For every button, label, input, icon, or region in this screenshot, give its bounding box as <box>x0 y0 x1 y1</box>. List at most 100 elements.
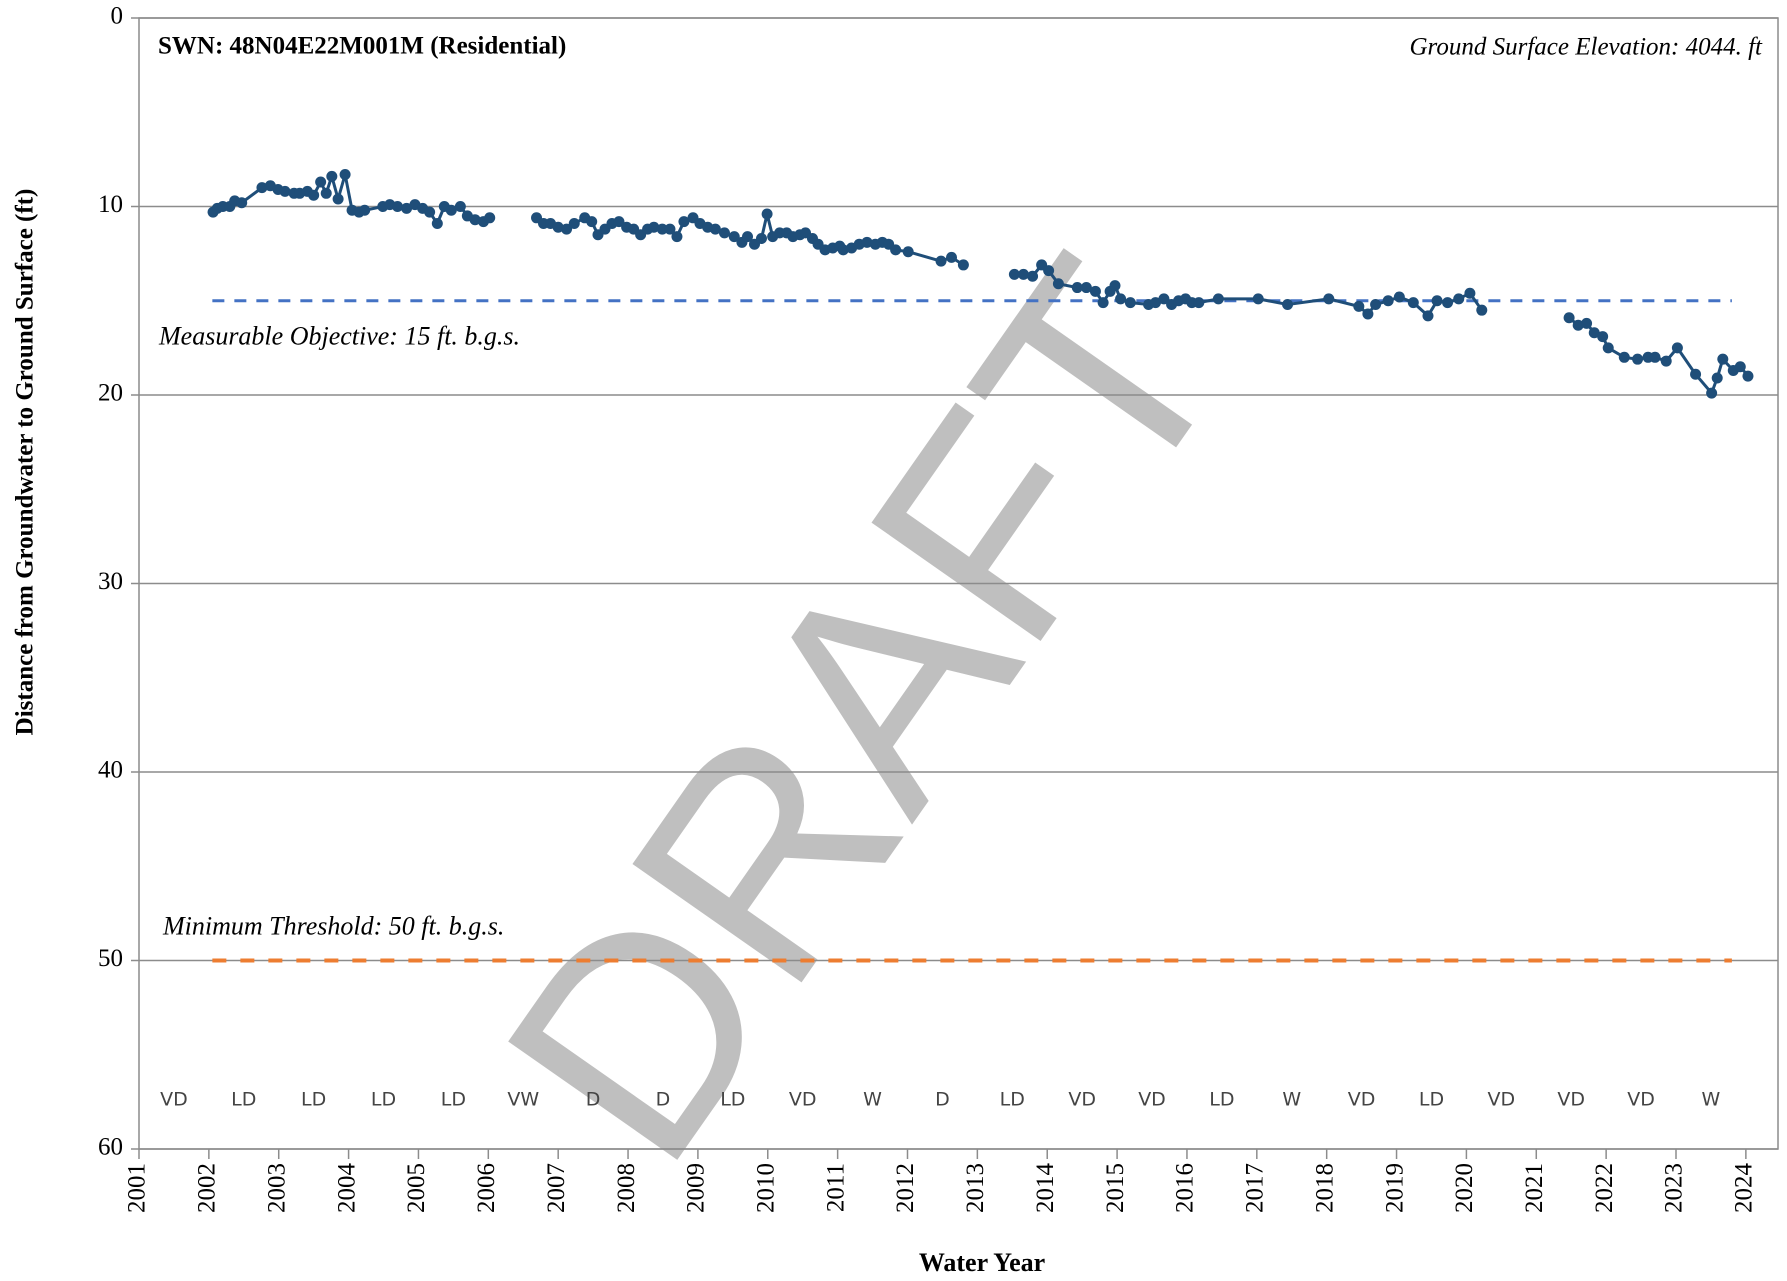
x-tick-label: 2021 <box>1521 1163 1548 1213</box>
data-point <box>664 223 676 235</box>
data-point <box>1671 342 1683 354</box>
data-point <box>1052 278 1064 290</box>
x-tick-label: 2017 <box>1242 1163 1269 1213</box>
data-point <box>1618 351 1630 363</box>
data-point <box>1476 304 1488 316</box>
data-point <box>1407 297 1419 309</box>
data-point <box>1124 297 1136 309</box>
data-point <box>431 217 443 229</box>
data-point <box>613 216 625 228</box>
data-point <box>837 244 849 256</box>
data-point <box>1150 297 1162 309</box>
data-point <box>552 221 564 233</box>
water-year-type: VD <box>1068 1089 1096 1111</box>
x-tick-label: 2003 <box>263 1163 290 1213</box>
y-tick-label: 40 <box>98 757 123 784</box>
y-tick-label: 20 <box>98 380 123 407</box>
data-point <box>256 182 268 194</box>
reference-label: Measurable Objective: 15 ft. b.g.s. <box>158 322 520 351</box>
data-point <box>1442 297 1454 309</box>
reference-label: Minimum Threshold: 50 ft. b.g.s. <box>162 911 504 940</box>
data-point <box>755 233 767 245</box>
watermark: DRAFT <box>440 205 1289 1217</box>
data-point <box>1717 353 1729 365</box>
data-point <box>568 217 580 229</box>
x-tick-label: 2002 <box>194 1163 221 1213</box>
water-year-type: LD <box>301 1089 326 1111</box>
water-year-type: LD <box>1419 1089 1444 1111</box>
data-point <box>1660 355 1672 367</box>
water-year-type: LD <box>231 1089 256 1111</box>
data-point <box>1563 312 1575 324</box>
x-tick-label: 2020 <box>1451 1163 1478 1213</box>
data-point <box>332 193 344 205</box>
data-point <box>1632 353 1644 365</box>
water-year-type: W <box>1282 1089 1301 1111</box>
x-tick-label: 2008 <box>613 1163 640 1213</box>
data-point <box>656 223 668 235</box>
data-point <box>1323 293 1335 305</box>
data-point <box>946 251 958 263</box>
data-point <box>1649 351 1661 363</box>
x-tick-label: 2023 <box>1661 1163 1688 1213</box>
data-point <box>454 201 466 212</box>
water-year-type: LD <box>720 1089 745 1111</box>
water-year-type: D <box>656 1089 671 1111</box>
water-year-type: VD <box>789 1089 817 1111</box>
water-year-type: W <box>1702 1089 1721 1111</box>
data-point <box>279 185 291 197</box>
data-point <box>484 212 496 224</box>
data-point <box>1453 293 1465 305</box>
data-point <box>1017 268 1029 280</box>
data-point <box>315 176 327 188</box>
data-point <box>1043 265 1055 277</box>
chart-subtitle: Ground Surface Elevation: 4044. ft <box>1410 34 1764 61</box>
data-point <box>1097 297 1109 309</box>
water-year-type: VD <box>160 1089 188 1111</box>
water-year-type: LD <box>1209 1089 1234 1111</box>
x-tick-label: 2012 <box>892 1163 919 1213</box>
data-point <box>1706 387 1718 399</box>
data-point <box>1393 291 1405 303</box>
data-point <box>1422 310 1434 322</box>
x-tick-label: 2010 <box>753 1163 780 1213</box>
data-point <box>902 246 914 258</box>
data-point <box>586 216 598 228</box>
data-point <box>1071 282 1083 294</box>
data-point <box>1212 293 1224 305</box>
data-point <box>1158 293 1170 305</box>
data-point <box>671 231 683 243</box>
x-tick-label: 2013 <box>962 1163 989 1213</box>
x-tick-label: 2006 <box>473 1163 500 1213</box>
x-tick-label: 2005 <box>403 1163 430 1213</box>
data-point <box>1602 342 1614 354</box>
y-tick-label: 30 <box>98 568 123 595</box>
data-point <box>308 189 320 201</box>
x-tick-label: 2024 <box>1731 1163 1758 1214</box>
data-point <box>359 204 371 216</box>
water-year-type: VD <box>1138 1089 1166 1111</box>
y-tick-label: 10 <box>98 191 123 218</box>
data-point <box>1193 297 1205 309</box>
y-tick-label: 50 <box>98 945 123 972</box>
data-point <box>339 168 351 180</box>
plot-frame <box>138 17 1779 1150</box>
x-tick-label: 2007 <box>543 1163 570 1213</box>
data-point <box>391 201 403 212</box>
data-point <box>326 170 338 182</box>
data-point <box>1370 299 1382 311</box>
data-point <box>561 223 573 235</box>
data-point <box>1597 331 1609 343</box>
data-point <box>1690 368 1702 380</box>
water-year-type: VD <box>1348 1089 1376 1111</box>
data-point <box>678 216 690 228</box>
data-point <box>1115 293 1127 305</box>
data-point <box>761 208 773 220</box>
data-point <box>1109 280 1121 292</box>
x-tick-label: 2009 <box>683 1163 710 1213</box>
data-point <box>709 223 721 235</box>
water-year-type: D <box>935 1089 950 1111</box>
data-point <box>890 244 902 256</box>
data-point <box>1572 319 1584 331</box>
